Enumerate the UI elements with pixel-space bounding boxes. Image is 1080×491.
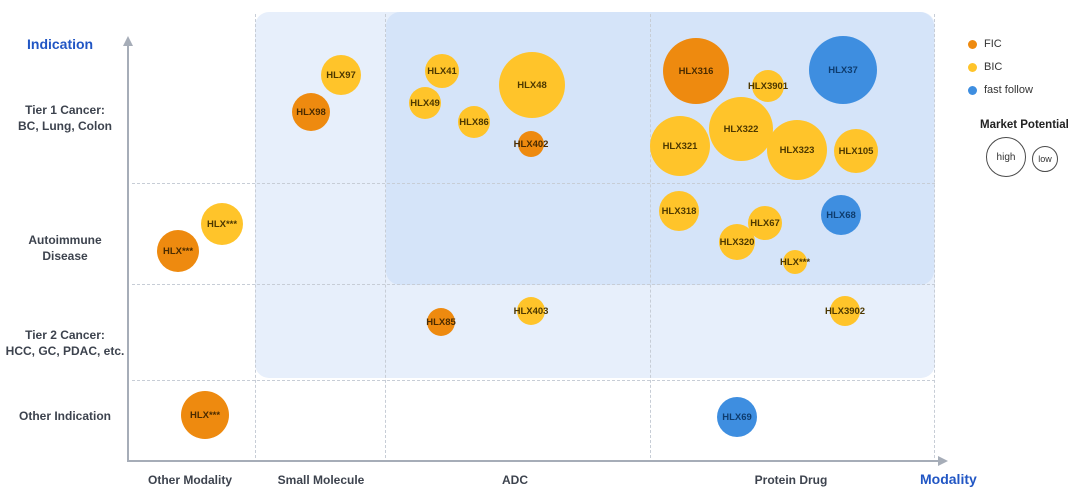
- bubble-hlx: HLX***: [779, 250, 811, 274]
- bubble-label: HLX322: [723, 123, 759, 135]
- row-label-line: HCC, GC, PDAC, etc.: [5, 344, 125, 358]
- row-label-line: Other Indication: [18, 409, 111, 423]
- bubble-label: HLX49: [410, 97, 440, 109]
- bubble-hlx3901: HLX3901: [748, 70, 788, 102]
- bubble-hlx322: HLX322: [709, 97, 773, 161]
- fast-follow-dot-icon: [968, 85, 977, 95]
- legend-item-fast-follow: fast follow: [968, 84, 1033, 96]
- bubble-label: HLX41: [427, 65, 457, 77]
- y-axis-line: [127, 46, 129, 462]
- row-label-tier2-cancer: Tier 2 Cancer: HCC, GC, PDAC, etc.: [2, 327, 128, 359]
- bubble-hlx323: HLX323: [767, 120, 827, 180]
- bubble-hlx37: HLX37: [809, 36, 877, 104]
- bubble-label: HLX***: [189, 409, 221, 421]
- legend-label: FIC: [984, 38, 1002, 50]
- bubble-label: HLX320: [719, 236, 755, 248]
- bubble-hlx: HLX***: [181, 391, 229, 439]
- grid-line-row-2: [132, 284, 935, 285]
- col-label-protein-drug: Protein Drug: [754, 473, 828, 487]
- bubble-label: HLX97: [326, 69, 356, 81]
- market-potential-low-icon: low: [1032, 146, 1058, 172]
- market-potential-title: Market Potential: [980, 119, 1069, 131]
- bubble-label: HLX316: [678, 65, 714, 77]
- x-axis-arrow-icon: [938, 456, 948, 466]
- row-label-other-indication: Other Indication: [2, 408, 128, 424]
- bubble-label: HLX98: [296, 106, 326, 118]
- bubble-label: HLX***: [206, 218, 238, 230]
- bubble-hlx3902: HLX3902: [825, 296, 865, 326]
- legend-label: BIC: [984, 61, 1003, 73]
- row-label-line: BC, Lung, Colon: [18, 119, 112, 133]
- bubble-hlx86: HLX86: [458, 106, 490, 138]
- bubble-label: HLX403: [513, 305, 549, 317]
- bubble-hlx105: HLX105: [834, 129, 878, 173]
- bubble-hlx41: HLX41: [425, 54, 459, 88]
- bubble-label: HLX85: [426, 316, 456, 328]
- bubble-label: HLX69: [722, 411, 752, 423]
- bubble-hlx98: HLX98: [292, 93, 330, 131]
- bubble-label: HLX67: [750, 217, 780, 229]
- row-label-tier1-cancer: Tier 1 Cancer: BC, Lung, Colon: [2, 102, 128, 134]
- bubble-hlx: HLX***: [157, 230, 199, 272]
- x-axis-title: Modality: [920, 471, 977, 487]
- bubble-label: HLX68: [826, 209, 856, 221]
- y-axis-title: Indication: [27, 36, 94, 52]
- bubble-label: HLX37: [828, 64, 858, 76]
- bubble-hlx320: HLX320: [719, 224, 755, 260]
- market-potential-low-label: low: [1038, 154, 1052, 164]
- market-potential-high-label: high: [996, 151, 1016, 163]
- bubble-label: HLX48: [517, 79, 547, 91]
- bubble-hlx321: HLX321: [650, 116, 710, 176]
- legend-item-fic: FIC: [968, 38, 1002, 50]
- bic-dot-icon: [968, 62, 977, 72]
- bubble-label: HLX3901: [747, 80, 789, 92]
- bubble-hlx49: HLX49: [409, 87, 441, 119]
- bubble-label: HLX86: [459, 116, 489, 128]
- grid-line-col-4: [934, 14, 935, 458]
- row-label-line: Autoimmune: [28, 233, 102, 247]
- bubble-label: HLX3902: [824, 305, 866, 317]
- bubble-label: HLX321: [662, 140, 698, 152]
- bubble-hlx402: HLX402: [514, 131, 548, 157]
- col-label-adc: ADC: [502, 473, 528, 487]
- grid-line-col-3: [650, 14, 651, 458]
- x-axis-line: [127, 460, 938, 462]
- bubble-hlx48: HLX48: [499, 52, 565, 118]
- grid-line-col-2: [385, 14, 386, 458]
- col-label-small-molecule: Small Molecule: [277, 473, 365, 487]
- bubble-label: HLX402: [513, 138, 549, 150]
- grid-line-col-1: [255, 14, 256, 458]
- bubble-hlx: HLX***: [201, 203, 243, 245]
- bubble-label: HLX***: [162, 245, 194, 257]
- col-label-other-modality: Other Modality: [147, 473, 233, 487]
- grid-line-row-1: [132, 183, 935, 184]
- row-label-line: Tier 2 Cancer:: [25, 328, 105, 342]
- bubble-label: HLX318: [661, 205, 697, 217]
- row-label-autoimmune: Autoimmune Disease: [2, 232, 128, 264]
- grid-line-row-3: [132, 380, 935, 381]
- bubble-hlx68: HLX68: [821, 195, 861, 235]
- market-potential-high-icon: high: [986, 137, 1026, 177]
- bubble-hlx97: HLX97: [321, 55, 361, 95]
- bubble-hlx318: HLX318: [659, 191, 699, 231]
- bubble-hlx69: HLX69: [717, 397, 757, 437]
- bubble-hlx316: HLX316: [663, 38, 729, 104]
- legend-item-bic: BIC: [968, 61, 1002, 73]
- bubble-label: HLX323: [779, 144, 815, 156]
- bubble-hlx85: HLX85: [426, 308, 456, 336]
- legend-label: fast follow: [984, 84, 1033, 96]
- fic-dot-icon: [968, 39, 977, 49]
- bubble-label: HLX105: [838, 145, 874, 157]
- row-label-line: Disease: [42, 249, 88, 263]
- y-axis-arrow-icon: [123, 36, 133, 46]
- bubble-label: HLX***: [779, 256, 811, 268]
- row-label-line: Tier 1 Cancer:: [25, 103, 105, 117]
- bubble-hlx403: HLX403: [514, 297, 548, 325]
